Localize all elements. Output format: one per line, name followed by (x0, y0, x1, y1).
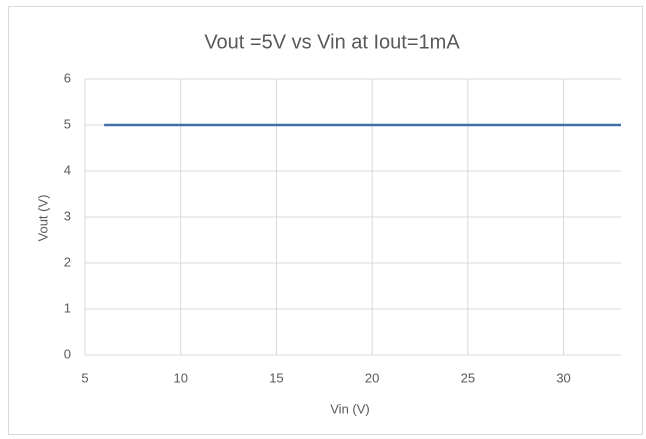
y-tick-label: 4 (64, 162, 71, 177)
x-tick-label: 20 (365, 370, 379, 385)
y-tick-label: 2 (64, 254, 71, 269)
y-tick-label: 5 (64, 116, 71, 131)
x-tick-label: 5 (81, 370, 88, 385)
chart-title: Vout =5V vs Vin at Iout=1mA (204, 31, 460, 53)
chart-border (8, 6, 643, 435)
y-axis-label: Vout (V) (35, 195, 50, 242)
x-tick-label: 25 (461, 370, 475, 385)
x-axis-label: Vin (V) (330, 401, 370, 416)
x-tick-label: 10 (173, 370, 187, 385)
y-tick-label: 3 (64, 208, 71, 223)
y-tick-label: 6 (64, 70, 71, 85)
y-tick-label: 1 (64, 300, 71, 315)
x-tick-label: 15 (269, 370, 283, 385)
y-tick-label: 0 (64, 346, 71, 361)
x-tick-label: 30 (556, 370, 570, 385)
